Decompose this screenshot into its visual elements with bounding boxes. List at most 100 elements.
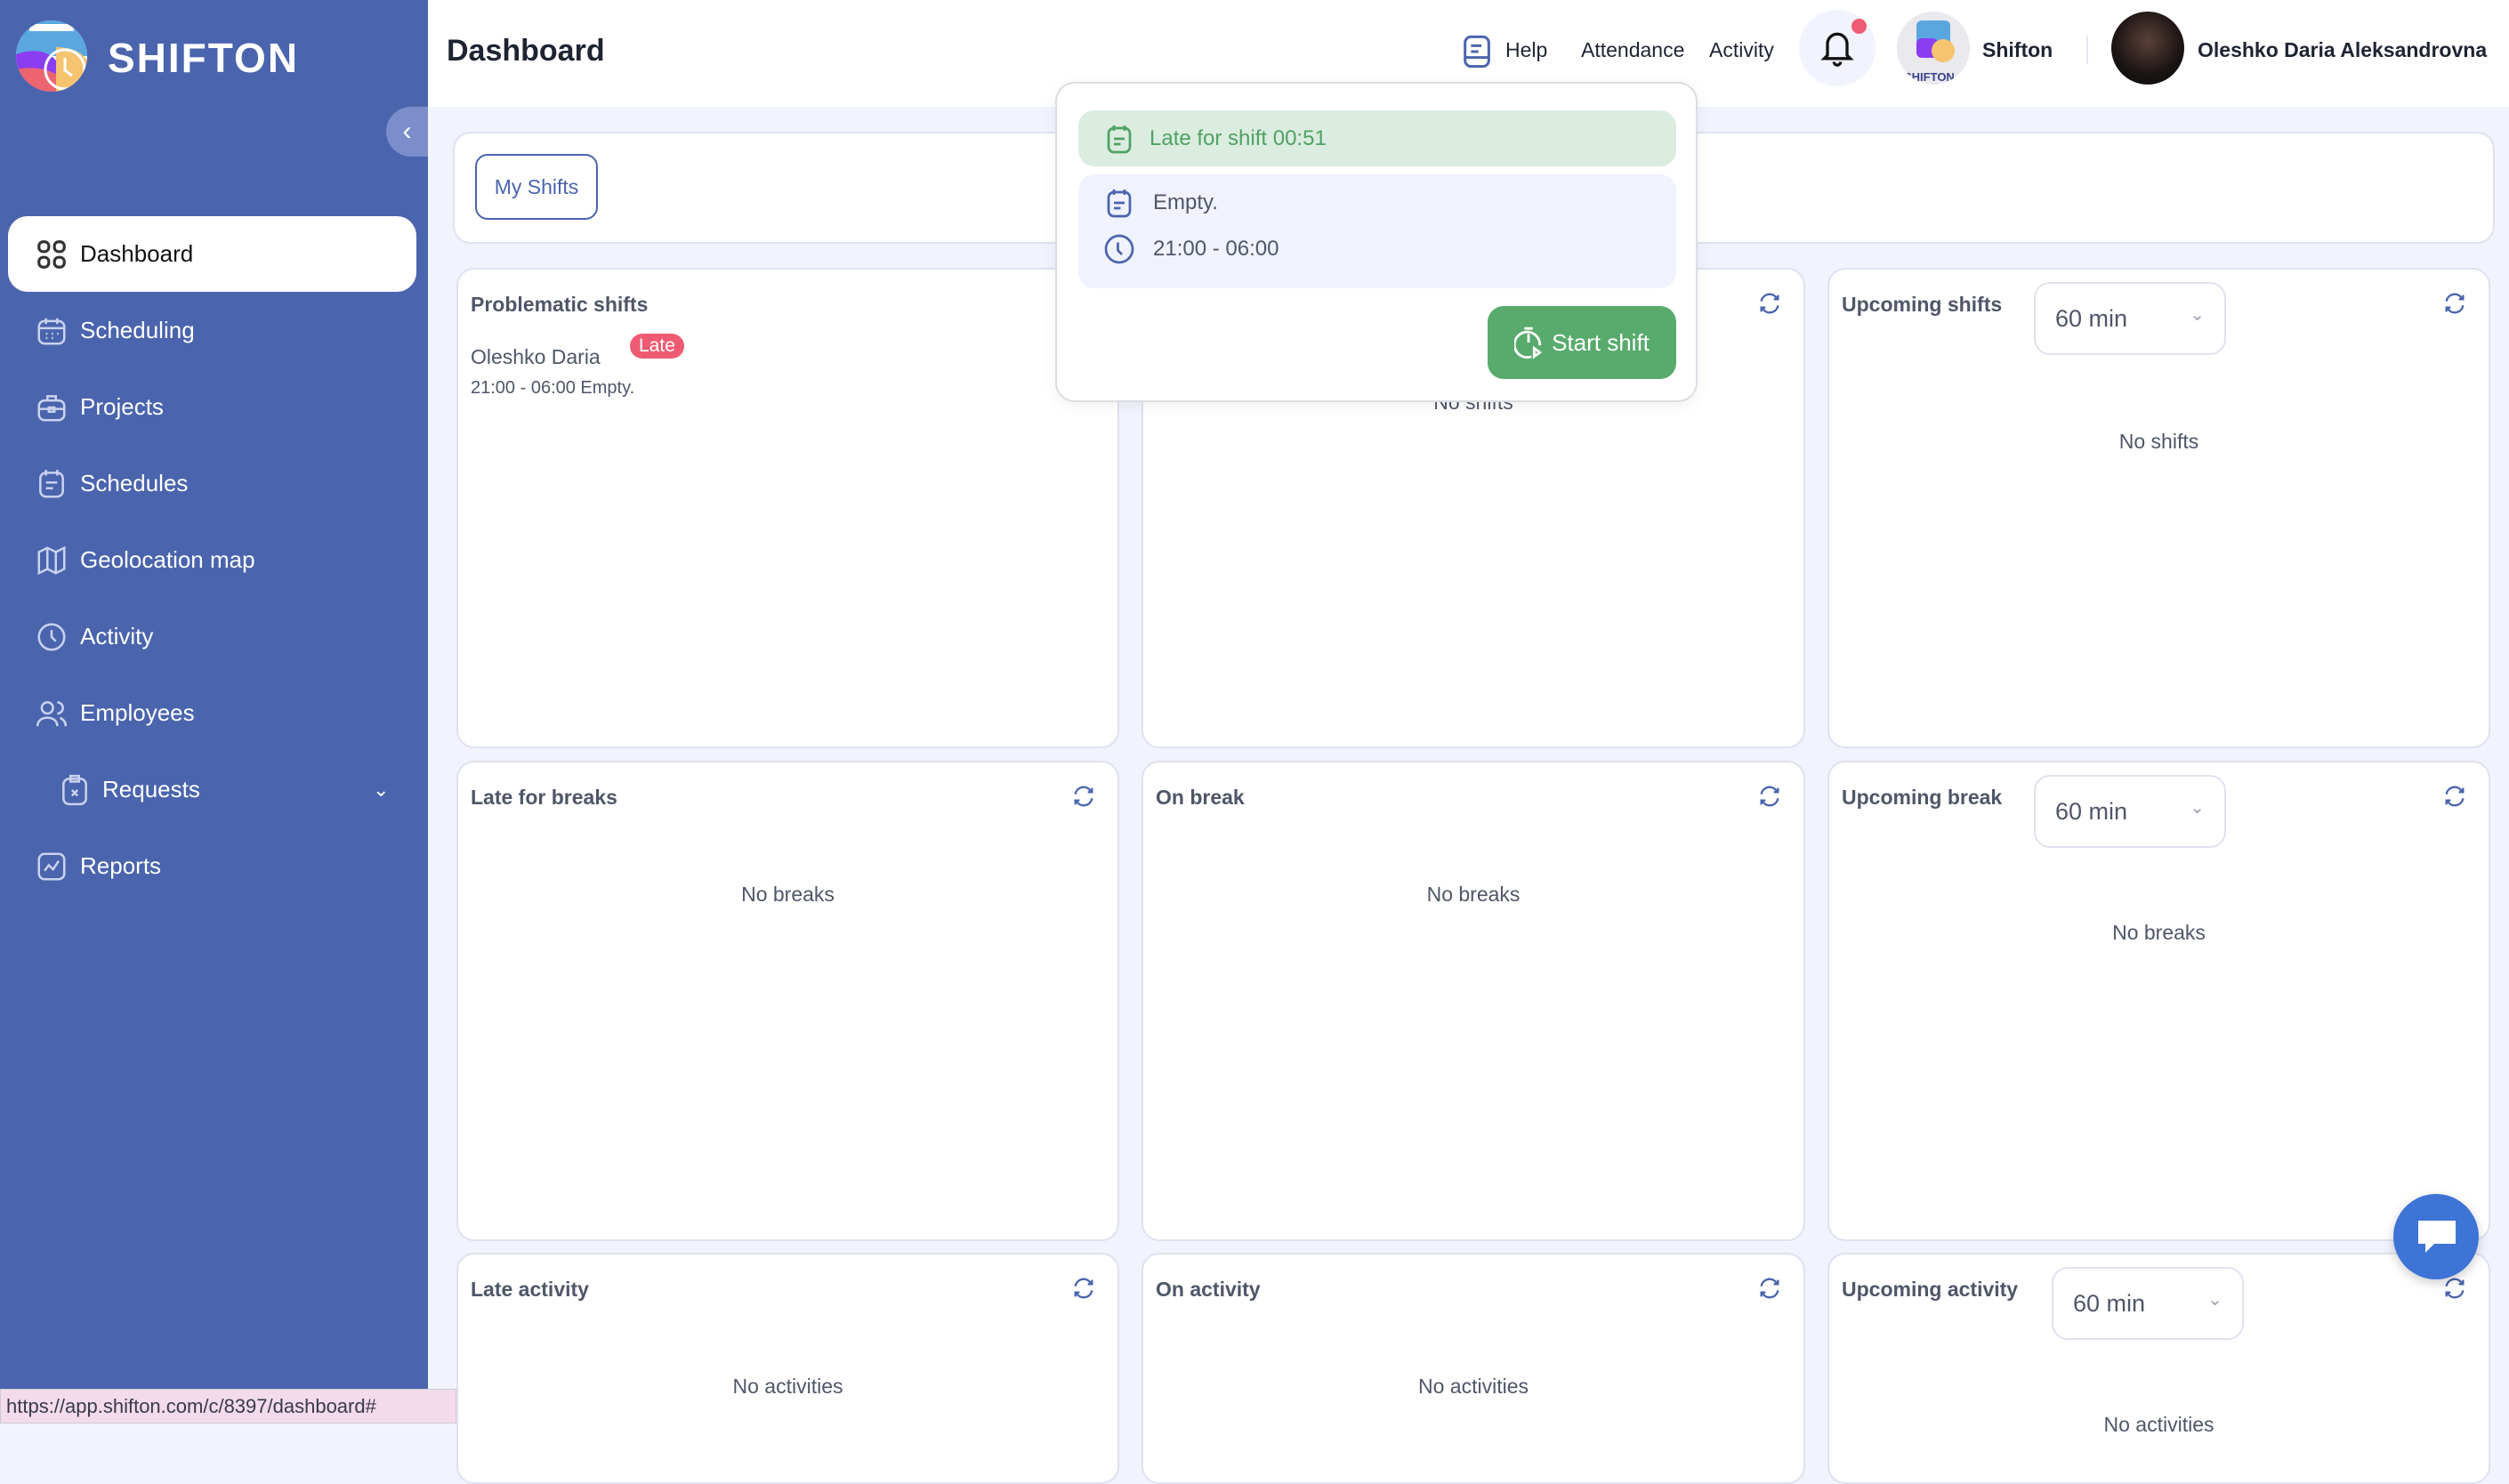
refresh-icon[interactable] <box>2442 1276 2467 1301</box>
clock-icon <box>37 622 66 651</box>
sidebar-item-requests[interactable]: Requests ⌄ <box>8 752 416 827</box>
sidebar-item-reports[interactable]: Reports <box>8 828 416 904</box>
notification-dot <box>1851 19 1867 34</box>
chevron-left-icon: ‹ <box>402 117 412 146</box>
chat-bubble-icon <box>2418 1221 2456 1253</box>
card-title: Upcoming shifts <box>1842 293 2003 316</box>
empty-message: No activities <box>1418 1375 1529 1398</box>
user-name[interactable]: Oleshko Daria Aleksandrovna <box>2198 38 2488 61</box>
refresh-icon[interactable] <box>1071 1276 1096 1301</box>
refresh-icon[interactable] <box>2442 784 2467 809</box>
refresh-icon[interactable] <box>2442 291 2467 316</box>
sidebar-item-label: Reports <box>80 852 162 879</box>
sidebar-item-label: Requests <box>102 776 200 802</box>
clock-icon <box>1104 234 1134 264</box>
brand-name: SHIFTON <box>108 35 300 81</box>
map-icon <box>37 545 66 575</box>
sidebar-item-label: Geolocation map <box>80 546 255 573</box>
start-shift-button[interactable]: Start shift <box>1488 306 1676 379</box>
late-badge: Late <box>630 334 684 359</box>
users-icon <box>36 700 68 726</box>
late-for-shift-text: Late for shift 00:51 <box>1150 125 1327 150</box>
time-range-select[interactable]: 60 min ⌄ <box>2034 282 2226 355</box>
start-shift-label: Start shift <box>1552 328 1650 356</box>
refresh-icon[interactable] <box>1757 784 1782 809</box>
my-shifts-button[interactable]: My Shifts <box>475 154 598 220</box>
grid-icon <box>37 239 66 269</box>
clipboard-icon <box>62 774 87 805</box>
card-title: Late activity <box>471 1278 589 1301</box>
calendar-note-icon <box>1107 190 1132 218</box>
on-break-card: On break No breaks <box>1142 761 1805 1241</box>
select-value: 60 min <box>2055 797 2128 825</box>
sidebar-item-label: Employees <box>80 699 195 726</box>
sidebar-item-dashboard[interactable]: Dashboard <box>8 216 416 292</box>
sidebar-item-projects[interactable]: Projects <box>8 369 416 445</box>
refresh-icon[interactable] <box>1757 1276 1782 1301</box>
help-book-icon <box>1464 35 1490 69</box>
late-for-shift-row: Late for shift 00:51 <box>1078 110 1676 166</box>
late-activity-card: Late activity No activities <box>456 1253 1119 1484</box>
activity-link[interactable]: Activity <box>1709 38 1774 61</box>
shift-detail: 21:00 - 06:00 Empty. <box>471 378 635 398</box>
empty-message: No shifts <box>2118 430 2199 453</box>
sidebar-item-scheduling[interactable]: Scheduling <box>8 293 416 368</box>
collapse-sidebar-button[interactable]: ‹ <box>386 107 428 157</box>
bell-icon <box>1820 32 1854 67</box>
upcoming-shifts-card: Upcoming shifts 60 min ⌄ No shifts <box>1827 268 2490 748</box>
sidebar-item-employees[interactable]: Employees <box>8 675 416 751</box>
shifton-logo-icon <box>16 20 87 92</box>
time-range-select[interactable]: 60 min ⌄ <box>2034 775 2226 848</box>
chat-button[interactable] <box>2393 1194 2479 1279</box>
select-value: 60 min <box>2073 1289 2146 1317</box>
help-link[interactable]: Help <box>1505 38 1548 61</box>
employee-name[interactable]: Oleshko Daria <box>471 345 601 368</box>
chevron-down-icon: ⌄ <box>2190 305 2205 325</box>
empty-message: No breaks <box>1426 883 1521 906</box>
shift-note: Empty. <box>1153 190 1218 214</box>
problematic-shifts-card: Problematic shifts Oleshko Daria Late 21… <box>456 268 1119 748</box>
chevron-down-icon: ⌄ <box>373 778 390 801</box>
time-range-select[interactable]: 60 min ⌄ <box>2052 1267 2244 1340</box>
sidebar-item-label: Dashboard <box>80 240 194 267</box>
sidebar-item-label: Schedules <box>80 470 189 496</box>
empty-message: No breaks <box>2112 921 2206 944</box>
upcoming-activity-card: Upcoming activity 60 min ⌄ No activities <box>1827 1253 2490 1484</box>
calendar-icon <box>37 318 66 345</box>
refresh-icon[interactable] <box>1071 784 1096 809</box>
header-divider <box>2086 36 2088 64</box>
company-logo-text: SHIFTON <box>1904 70 1955 84</box>
link-preview-url: https://app.shifton.com/c/8397/dashboard… <box>0 1389 456 1424</box>
sidebar-item-geolocation-map[interactable]: Geolocation map <box>8 522 416 598</box>
sidebar: SHIFTON ‹ Dashboard Scheduling Projects … <box>0 0 428 1424</box>
calendar-note-icon <box>1107 125 1132 153</box>
empty-message: No activities <box>732 1375 843 1398</box>
card-title: Upcoming break <box>1842 786 2003 809</box>
notifications-button[interactable] <box>1799 10 1876 86</box>
empty-message: No activities <box>2103 1413 2215 1436</box>
page-title: Dashboard <box>447 34 605 68</box>
chevron-down-icon: ⌄ <box>2190 798 2205 818</box>
chart-icon <box>37 851 66 881</box>
company-avatar[interactable]: SHIFTON <box>1897 12 1970 85</box>
card-title: Late for breaks <box>471 786 617 809</box>
attendance-link[interactable]: Attendance <box>1581 38 1685 61</box>
sidebar-item-activity[interactable]: Activity <box>8 599 416 674</box>
card-title: On break <box>1156 786 1245 809</box>
empty-message: No breaks <box>741 883 835 906</box>
sidebar-item-label: Scheduling <box>80 317 195 343</box>
on-activity-card: On activity No activities <box>1142 1253 1805 1484</box>
chevron-down-icon: ⌄ <box>2207 1290 2223 1310</box>
sidebar-item-schedules[interactable]: Schedules <box>8 446 416 521</box>
shift-info: Empty. 21:00 - 06:00 <box>1078 174 1676 288</box>
company-name[interactable]: Shifton <box>1982 38 2053 61</box>
refresh-icon[interactable] <box>1757 291 1782 316</box>
card-title: Upcoming activity <box>1842 1278 2019 1301</box>
sidebar-item-label: Activity <box>80 623 154 649</box>
briefcase-icon <box>37 394 66 422</box>
card-title: On activity <box>1156 1278 1261 1301</box>
schedule-icon <box>39 469 64 498</box>
user-avatar[interactable] <box>2111 12 2184 85</box>
select-value: 60 min <box>2055 304 2128 332</box>
card-title: Problematic shifts <box>471 293 649 316</box>
